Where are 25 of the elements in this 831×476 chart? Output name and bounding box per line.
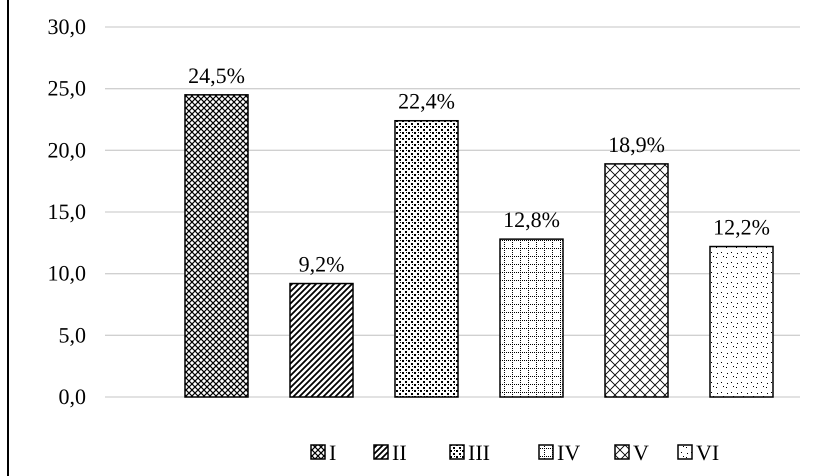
- legend-label: II: [392, 440, 407, 465]
- legend-label: I: [329, 440, 336, 465]
- y-tick-label: 0,0: [58, 384, 86, 409]
- bar: [604, 163, 669, 398]
- y-tick-label: 5,0: [58, 322, 86, 348]
- data-label: 9,2%: [298, 252, 344, 277]
- data-label: 18,9%: [608, 132, 665, 157]
- data-label: 22,4%: [398, 88, 455, 114]
- y-tick-label: 20,0: [48, 137, 86, 162]
- bar: [394, 120, 459, 398]
- data-label: 24,5%: [188, 62, 245, 88]
- bar: [499, 238, 564, 398]
- data-label: 12,2%: [713, 214, 770, 240]
- legend-label: III: [468, 440, 490, 465]
- bar: [289, 282, 354, 398]
- legend-label: VI: [696, 440, 720, 465]
- legend-label: V: [633, 440, 649, 465]
- data-label: 12,8%: [503, 207, 560, 232]
- bar: [709, 246, 774, 398]
- y-tick-label: 10,0: [48, 260, 86, 286]
- y-tick-label: 30,0: [48, 14, 86, 39]
- y-tick-label: 15,0: [48, 199, 86, 224]
- legend-label: IV: [557, 440, 580, 465]
- y-tick-label: 25,0: [48, 76, 86, 101]
- bar: [184, 94, 249, 398]
